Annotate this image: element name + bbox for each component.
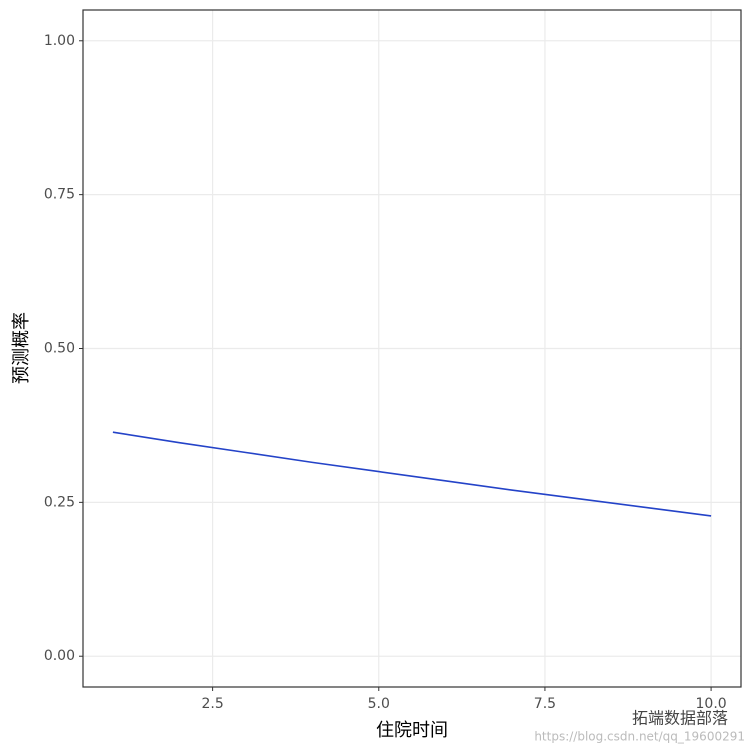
x-tick-label: 5.0 [368,696,390,712]
watermark: 拓端数据部落 [632,709,728,728]
x-axis-label: 住院时间 [376,720,448,741]
x-tick-label: 7.5 [534,696,556,712]
watermark-url: https://blog.csdn.net/qq_19600291 [534,730,745,744]
y-tick-label: 1.00 [44,33,75,49]
y-tick-label: 0.25 [44,494,75,510]
plot-border [82,9,742,688]
x-tick-label: 2.5 [201,696,223,712]
y-tick-label: 0.00 [44,648,75,664]
line [112,431,712,517]
y-tick-label: 0.75 [44,187,75,203]
x-tick-label: 10.0 [696,696,727,712]
y-axis-label: 预测概率 [11,312,32,384]
y-tick-label: 0.50 [44,341,75,357]
